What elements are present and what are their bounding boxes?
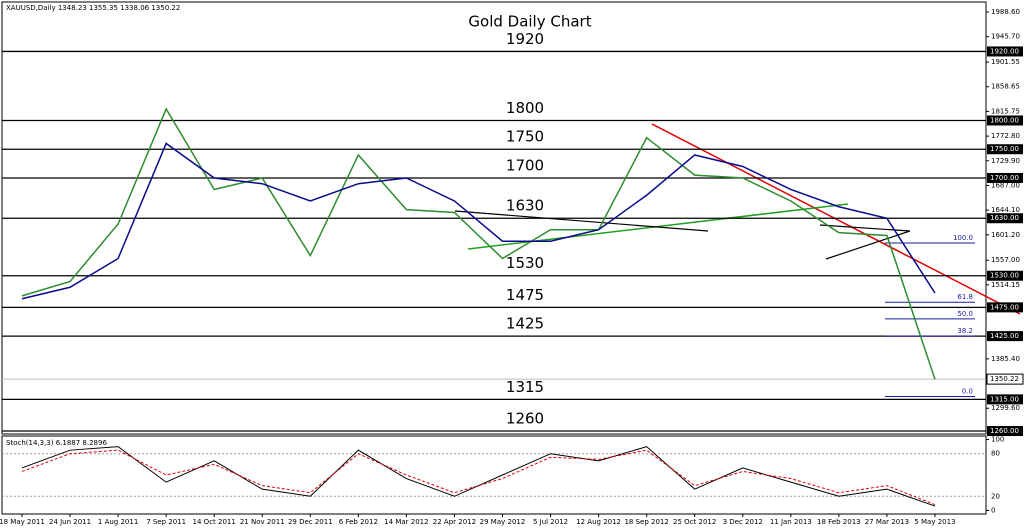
y-tick-label: 1858.65 [991, 83, 1020, 91]
axis-level-label: 1920.00 [990, 47, 1019, 55]
y-tick-label: 1945.70 [991, 33, 1020, 41]
trend-line [825, 230, 911, 260]
axis-level-label: 1315.00 [990, 395, 1019, 403]
x-tick-label: 11 Jan 2013 [770, 518, 812, 526]
x-tick-label: 1 Aug 2011 [98, 518, 138, 526]
axis-box [987, 115, 1023, 126]
y-tick-label: 1299.60 [991, 404, 1020, 412]
axis-box [987, 270, 1023, 281]
axis-box [987, 144, 1023, 155]
level-label: 1920 [506, 30, 544, 48]
level-label: 1315 [506, 378, 544, 396]
y-tick-label: 1644.10 [991, 206, 1020, 214]
y-tick-label: 1514.15 [991, 281, 1020, 289]
level-label: 1800 [506, 99, 544, 117]
level-label: 1750 [506, 128, 544, 146]
series-line [21, 446, 936, 507]
axis-level-label: 1700.00 [990, 174, 1019, 182]
level-label: 1700 [506, 156, 544, 174]
x-tick-label: 7 Sep 2011 [146, 518, 186, 526]
stoch-tick-label: 0 [991, 506, 995, 514]
axis-level-label: 1630.00 [990, 214, 1019, 222]
last-price-label: 1350.22 [990, 375, 1019, 383]
x-tick-label: 14 Oct 2011 [193, 518, 236, 526]
series-line [21, 142, 936, 300]
x-tick-label: 18 May 2011 [0, 518, 45, 526]
x-tick-label: 5 Jul 2012 [533, 518, 568, 526]
trend-line [651, 123, 1021, 315]
y-tick-label: 1687.00 [991, 181, 1020, 189]
axis-level-label: 1425.00 [990, 332, 1019, 340]
axis-box [987, 213, 1023, 224]
axis-box [986, 373, 1024, 385]
fib-label: 61.8 [957, 293, 973, 301]
y-tick-label: 1772.80 [991, 132, 1020, 140]
x-tick-label: 21 Nov 2011 [240, 518, 285, 526]
x-tick-label: 3 Dec 2012 [723, 518, 763, 526]
axis-level-label: 1800.00 [990, 116, 1019, 124]
series-line [21, 449, 936, 506]
x-tick-label: 6 Feb 2012 [339, 518, 378, 526]
stoch-tick-label: 80 [991, 450, 1000, 458]
x-tick-label: 27 Mar 2013 [865, 518, 909, 526]
x-tick-label: 25 Oct 2012 [673, 518, 716, 526]
y-tick-label: 1385.40 [991, 355, 1020, 363]
axis-level-label: 1260.00 [990, 427, 1019, 435]
axis-level-label: 1475.00 [990, 303, 1019, 311]
axis-level-label: 1750.00 [990, 145, 1019, 153]
stoch-panel [1, 435, 987, 515]
axis-box [987, 46, 1023, 57]
trend-line [454, 210, 709, 232]
y-tick-label: 1601.20 [991, 231, 1020, 239]
axis-box [987, 426, 1023, 437]
level-label: 1530 [506, 254, 544, 272]
axis-box [987, 172, 1023, 183]
fib-label: 100.0 [953, 234, 973, 242]
x-tick-label: 29 May 2012 [480, 518, 526, 526]
level-label: 1630 [506, 197, 544, 215]
fib-label: 0.0 [962, 388, 973, 396]
header: XAUUSD,Daily 1348.23 1355.35 1338.06 135… [6, 4, 180, 12]
x-tick-label: 24 Jun 2011 [49, 518, 91, 526]
axis-box [987, 394, 1023, 405]
axis-box [987, 331, 1023, 342]
y-tick-label: 1815.75 [991, 107, 1020, 115]
axis-level-label: 1530.00 [990, 272, 1019, 280]
x-tick-label: 14 Mar 2012 [384, 518, 428, 526]
chart-title: Gold Daily Chart [468, 13, 591, 31]
x-tick-label: 18 Sep 2012 [624, 518, 668, 526]
x-tick-label: 12 Aug 2012 [576, 518, 621, 526]
level-label: 1475 [506, 286, 544, 304]
y-tick-label: 1557.00 [991, 256, 1020, 264]
axis-box [987, 302, 1023, 313]
level-label: 1425 [506, 315, 544, 333]
x-tick-label: 29 Dec 2011 [288, 518, 333, 526]
y-tick-label: 1901.55 [991, 58, 1020, 66]
fib-label: 38.2 [957, 327, 973, 335]
y-tick-label: 1729.90 [991, 157, 1020, 165]
fib-label: 50.0 [957, 310, 973, 318]
series-line [21, 107, 936, 380]
y-tick-label: 1988.60 [991, 8, 1020, 16]
stoch-title: Stoch(14,3,3) 6.1887 8.2896 [6, 439, 107, 447]
x-tick-label: 22 Apr 2012 [433, 518, 476, 526]
x-tick-label: 5 May 2013 [914, 518, 955, 526]
level-label: 1260 [506, 410, 544, 428]
x-tick-label: 18 Feb 2013 [817, 518, 861, 526]
stoch-tick-label: 20 [991, 492, 1000, 500]
stoch-tick-label: 100 [991, 436, 1004, 444]
